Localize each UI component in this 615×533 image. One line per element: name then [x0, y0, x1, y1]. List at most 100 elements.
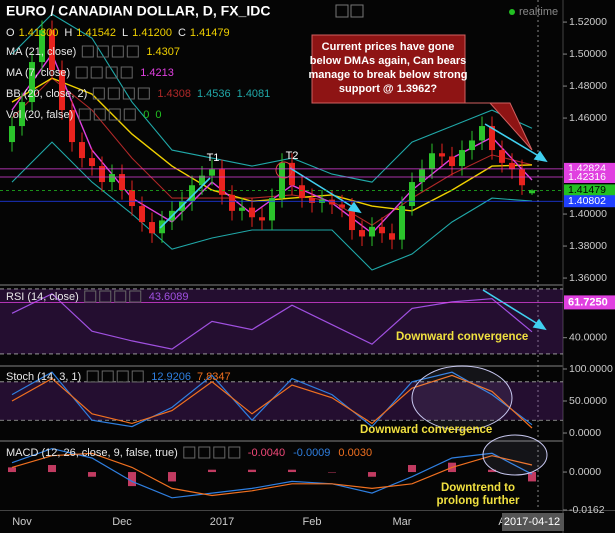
x-tick-label: Nov — [12, 516, 32, 528]
legend-icon[interactable] — [120, 66, 133, 79]
legend-icon[interactable] — [90, 66, 103, 79]
ohlc-value: 1.41200 — [132, 27, 172, 39]
legend-icon[interactable] — [81, 45, 94, 58]
callout-text: manage to break below strong — [309, 69, 468, 81]
legend-icon[interactable] — [198, 446, 211, 459]
candle-body — [39, 30, 45, 63]
callout-text: Current prices have gone — [322, 41, 455, 53]
trend-arrows — [159, 123, 548, 331]
legend-icon[interactable] — [107, 87, 120, 100]
legend-icon[interactable] — [92, 87, 105, 100]
panel-divider — [0, 510, 615, 511]
legend-icon[interactable] — [111, 45, 124, 58]
ohlc-key: C — [178, 27, 186, 39]
annotation: Downward convergence — [396, 331, 528, 343]
price-marker-box — [564, 170, 615, 183]
legend-value: 43.6089 — [149, 291, 189, 303]
legend-value: -0.0009 — [293, 447, 330, 459]
legend-icon[interactable] — [108, 108, 121, 121]
candle-body — [279, 162, 285, 199]
candle-body — [449, 156, 455, 167]
date-box — [502, 513, 564, 531]
pattern-label: T2 — [286, 150, 299, 162]
highlight-ellipse — [482, 434, 548, 476]
histogram-bar — [488, 469, 496, 473]
y-tick-label: 100.0000 — [569, 363, 613, 375]
legend-icon[interactable] — [86, 370, 99, 383]
legend-name: Stoch (14, 3, 1) — [6, 371, 81, 383]
legend-icon[interactable] — [75, 66, 88, 79]
legend-icon[interactable] — [123, 108, 136, 121]
legend-value: 1.4213 — [140, 67, 174, 79]
candle-body — [509, 162, 515, 170]
histogram-bar — [328, 472, 336, 473]
legend-icon[interactable] — [213, 446, 226, 459]
candle-body — [369, 226, 375, 237]
histogram-bar — [208, 469, 216, 473]
legend-icon[interactable] — [84, 290, 97, 303]
candle-body — [529, 190, 535, 194]
annotation: Downtrend to — [441, 482, 515, 494]
legend-icon[interactable] — [122, 87, 135, 100]
y-tick-label: 1.36000 — [569, 272, 607, 284]
candle-body — [149, 222, 155, 234]
candle-body — [29, 62, 35, 103]
legend-icon[interactable] — [228, 446, 241, 459]
icon[interactable] — [350, 4, 364, 18]
legend-icon[interactable] — [183, 446, 196, 459]
legend-icon[interactable] — [126, 45, 139, 58]
legend-icon[interactable] — [78, 108, 91, 121]
histogram-bar — [128, 472, 136, 487]
marks — [0, 13, 563, 499]
candle-body — [9, 126, 15, 143]
candle-body — [309, 198, 315, 203]
candle-body — [229, 194, 235, 211]
candle-body — [69, 110, 75, 143]
legend-name: MA (21, close) — [6, 46, 76, 58]
histogram-bar — [288, 469, 296, 473]
price-marker-label: 1.41479 — [568, 184, 606, 196]
candle-body — [189, 185, 195, 202]
candle-body — [289, 162, 295, 186]
legend-value: 0 — [143, 109, 149, 121]
candle-body — [249, 207, 255, 218]
histogram-bar — [528, 472, 536, 482]
histogram-bar — [168, 472, 176, 482]
y-tick-label: 1.40000 — [569, 208, 607, 220]
candle-body — [139, 206, 145, 223]
y-tick-label: 1.52000 — [569, 16, 607, 28]
ohlc-key: H — [64, 27, 72, 39]
ohlc-value: 1.41300 — [19, 27, 59, 39]
legend-icon[interactable] — [99, 290, 112, 303]
legend-icon[interactable] — [101, 370, 114, 383]
legend-icon[interactable] — [129, 290, 142, 303]
callout-box — [311, 34, 533, 151]
histogram-bar — [88, 472, 96, 477]
icon[interactable] — [335, 4, 349, 18]
x-tick-label: Feb — [303, 516, 322, 528]
candle-body — [399, 206, 405, 240]
ohlc-key: O — [6, 27, 15, 39]
trend-arrow — [484, 123, 543, 159]
legend-name: MA (7, close) — [6, 67, 70, 79]
legend-icon[interactable] — [114, 290, 127, 303]
legend-icon[interactable] — [105, 66, 118, 79]
indicator-line — [11, 293, 533, 350]
legend-icon[interactable] — [137, 87, 150, 100]
legend-value: 0 — [155, 109, 161, 121]
arrow-head — [533, 150, 548, 163]
annotation: prolong further — [436, 495, 520, 507]
pattern-label: T1 — [207, 152, 220, 164]
legend-icon[interactable] — [116, 370, 129, 383]
y-tick-label: 0.0000 — [569, 427, 601, 439]
annotation: Downward convergence — [360, 424, 492, 436]
candle-body — [259, 217, 265, 221]
legend-icon[interactable] — [131, 370, 144, 383]
candle-body — [489, 126, 495, 151]
legend-icon[interactable] — [93, 108, 106, 121]
candle-body — [59, 70, 65, 111]
legend-icon[interactable] — [96, 45, 109, 58]
candle-body — [89, 158, 95, 167]
chart-title: EURO / CANADIAN DOLLAR, D, FX_IDC — [6, 3, 270, 19]
